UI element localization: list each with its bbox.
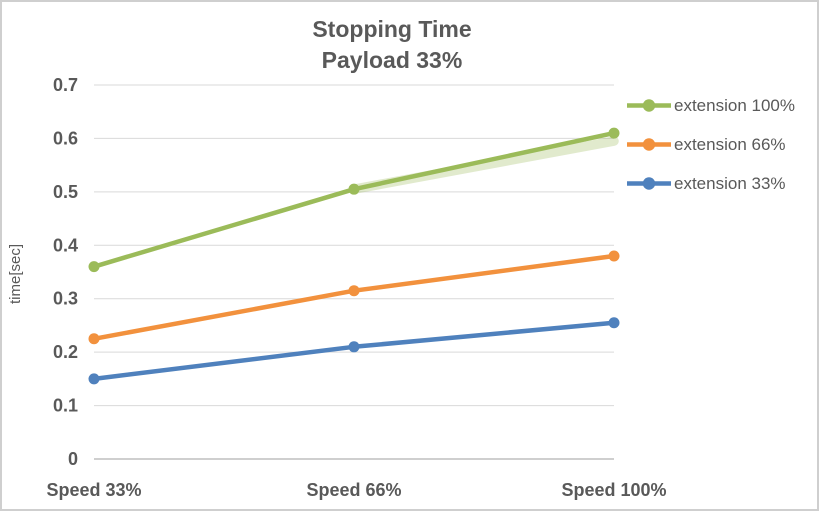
x-axis-label-1: Speed 66% [306, 480, 401, 500]
y-axis-title: time[sec] [7, 244, 24, 304]
chart-title-block: Stopping Time Payload 33% [2, 14, 782, 76]
legend-line-marker-icon [627, 138, 671, 151]
data-point-extension-66--0 [88, 333, 100, 345]
data-point-extension-66--2 [608, 250, 620, 262]
data-point-extension-100--2 [608, 127, 620, 139]
legend: extension 100% extension 66% extension 33% [626, 86, 795, 203]
y-tick-label-0: 0 [68, 449, 78, 469]
legend-item-extension-100-: extension 100% [626, 86, 795, 125]
data-point-extension-100--0 [88, 261, 100, 273]
y-tick-label-0.1: 0.1 [53, 396, 78, 416]
series-line-extension-66- [91, 253, 617, 342]
y-tick-label-0.5: 0.5 [53, 182, 78, 202]
legend-label-extension-66-: extension 66% [674, 134, 786, 154]
y-tick-label-0.6: 0.6 [53, 128, 78, 148]
legend-item-extension-66-: extension 66% [626, 125, 795, 164]
chart-title: Stopping Time [312, 16, 472, 42]
legend-label-extension-100-: extension 100% [674, 95, 795, 115]
data-point-extension-33--2 [608, 317, 620, 329]
legend-label-extension-33-: extension 33% [674, 173, 786, 193]
data-point-extension-33--0 [88, 373, 100, 385]
legend-item-extension-33-: extension 33% [626, 164, 795, 203]
legend-line-marker-icon [627, 177, 671, 190]
y-tick-label-0.7: 0.7 [53, 75, 78, 95]
x-axis-label-2: Speed 100% [561, 480, 666, 500]
data-point-extension-33--1 [348, 341, 360, 353]
y-tick-label-0.4: 0.4 [53, 235, 78, 255]
data-point-extension-66--1 [348, 285, 360, 297]
legend-line-marker-icon [627, 99, 671, 112]
data-point-extension-100--1 [348, 183, 360, 195]
x-axis-label-0: Speed 33% [46, 480, 141, 500]
y-tick-label-0.2: 0.2 [53, 342, 78, 362]
chart-subtitle: Payload 33% [321, 47, 463, 73]
y-tick-label-0.3: 0.3 [53, 289, 78, 309]
